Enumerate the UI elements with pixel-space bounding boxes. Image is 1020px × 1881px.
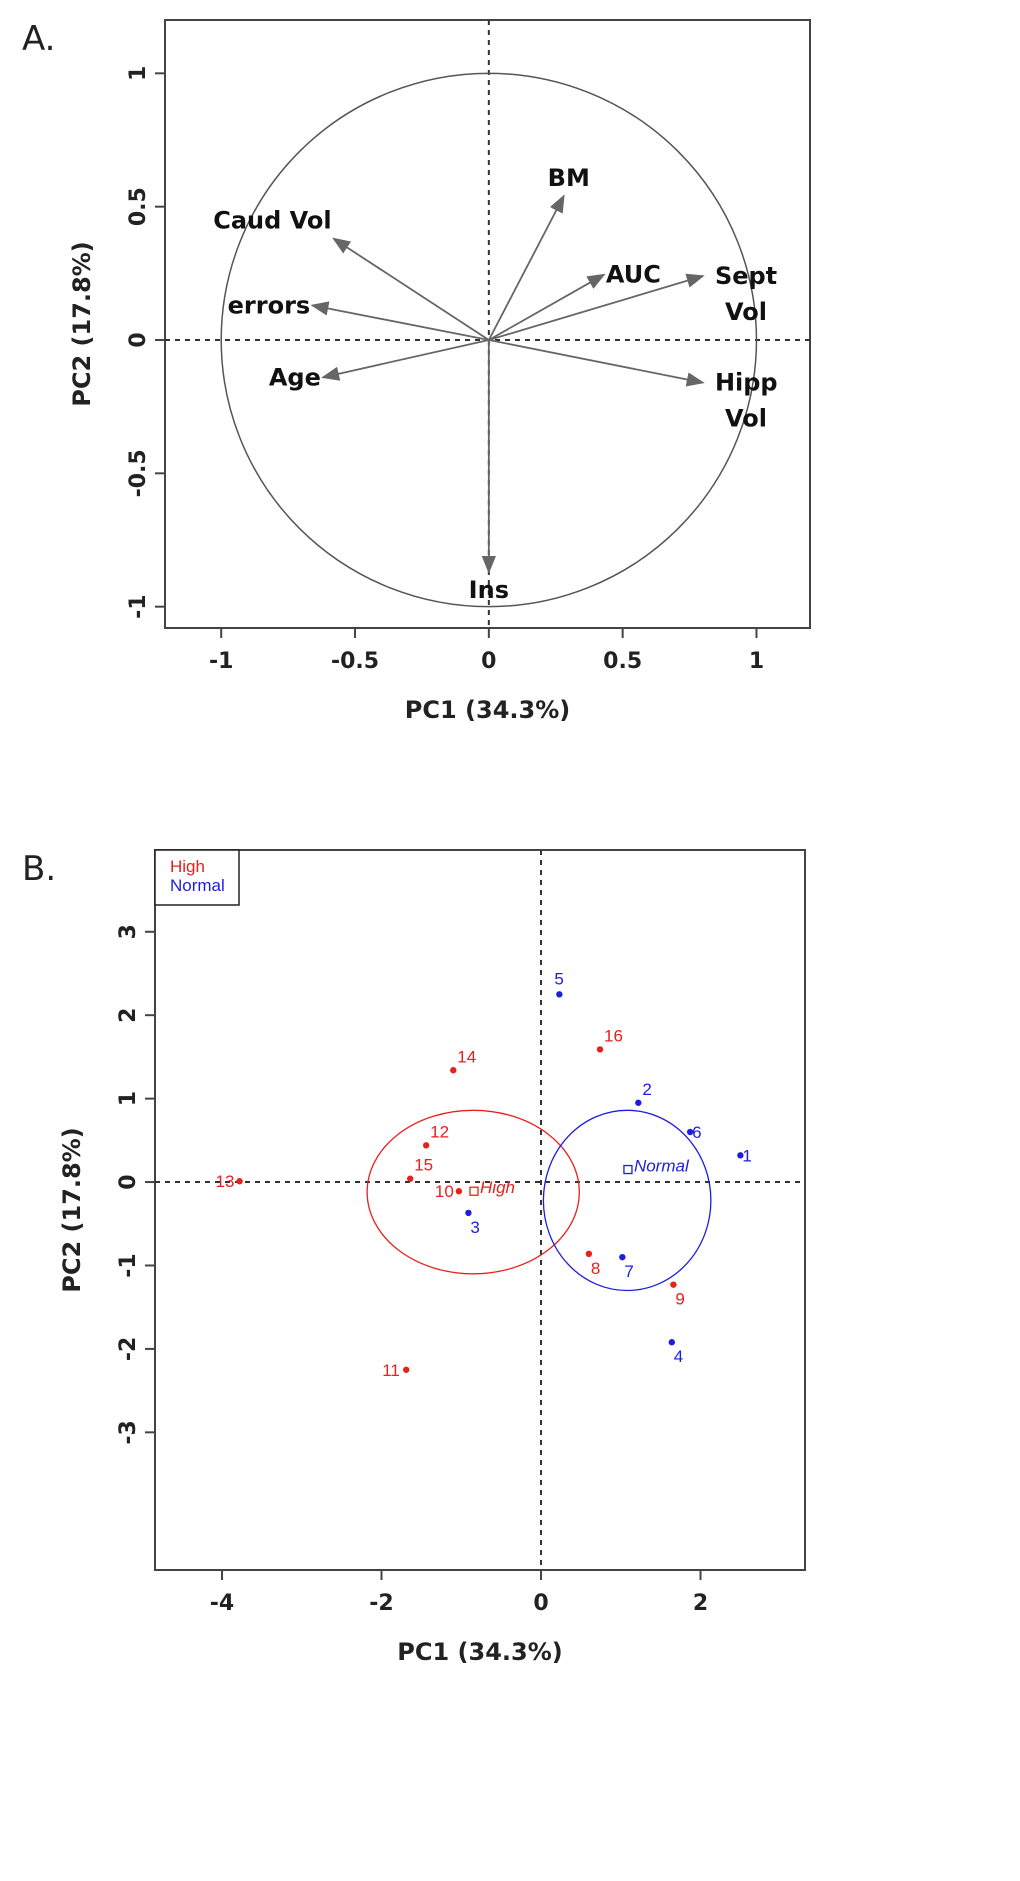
data-point [670, 1281, 677, 1288]
x-axis-label: PC1 (34.3%) [405, 696, 570, 724]
point-label: 4 [674, 1347, 683, 1366]
loading-arrow [310, 301, 490, 341]
y-tick-label: 0 [116, 1174, 141, 1189]
y-tick-label: -0.5 [126, 449, 151, 497]
point-label: 16 [604, 1026, 623, 1045]
x-axis-label: PC1 (34.3%) [397, 1638, 562, 1666]
loading-arrow [321, 339, 490, 381]
data-point [619, 1253, 626, 1261]
point-label: 12 [430, 1122, 449, 1141]
data-point [465, 1209, 472, 1217]
point-label: 6 [692, 1123, 701, 1142]
data-point [450, 1067, 457, 1074]
group-ellipse [366, 1109, 580, 1275]
point-label: 14 [457, 1047, 476, 1066]
data-point [596, 1046, 604, 1053]
point-label: 1 [742, 1146, 751, 1165]
y-tick-label: -2 [116, 1337, 141, 1361]
variable-label: AUC [606, 261, 661, 289]
legend-entry: High [170, 857, 205, 876]
variable-label: Sept [715, 262, 777, 290]
variable-label: Hipp [715, 369, 778, 397]
y-tick-label: -1 [126, 594, 151, 618]
data-point [556, 991, 563, 998]
point-label: 11 [382, 1361, 400, 1380]
data-point [737, 1152, 744, 1159]
point-label: 7 [624, 1262, 633, 1281]
data-point [236, 1178, 243, 1185]
y-tick-label: -1 [116, 1253, 141, 1277]
point-label: 2 [642, 1080, 651, 1099]
loading-arrow [488, 339, 705, 387]
plot-frame [164, 19, 811, 629]
variable-label: Vol [725, 298, 767, 326]
group-ellipse [542, 1109, 712, 1292]
legend-entry: Normal [170, 876, 225, 895]
x-tick-label: -2 [369, 1591, 393, 1616]
y-tick-label: 3 [116, 924, 141, 939]
data-point [635, 1099, 642, 1106]
data-point [407, 1175, 414, 1182]
y-tick-label: 0 [126, 332, 151, 347]
x-tick-label: 0 [481, 649, 496, 674]
point-label: 8 [591, 1259, 600, 1278]
x-tick-label: 2 [693, 1591, 708, 1616]
group-label: High [480, 1178, 515, 1197]
data-point [585, 1250, 593, 1258]
y-tick-label: 1 [116, 1091, 141, 1106]
variable-label: Vol [725, 405, 767, 433]
variable-label: errors [228, 291, 311, 319]
variable-label: Caud Vol [213, 207, 331, 235]
group-centroid [469, 1186, 479, 1196]
y-tick-label: 2 [116, 1008, 141, 1023]
loading-arrow [488, 194, 565, 341]
x-tick-label: 0 [533, 1591, 548, 1616]
variable-label: Age [269, 363, 321, 391]
data-point [686, 1128, 694, 1136]
x-tick-label: 1 [749, 649, 764, 674]
y-axis-label: PC2 (17.8%) [58, 1127, 86, 1292]
group-label: Normal [634, 1157, 690, 1176]
y-tick-label: 0.5 [126, 187, 151, 226]
variable-label: Ins [469, 576, 509, 604]
data-point [403, 1366, 410, 1373]
panel-label: A. [22, 19, 55, 59]
x-tick-label: 0.5 [603, 649, 642, 674]
panel-label: B. [22, 849, 56, 889]
data-point [455, 1188, 463, 1195]
point-label: 5 [554, 969, 563, 988]
point-label: 9 [675, 1290, 684, 1309]
loading-arrow [332, 237, 490, 341]
plot-frame [154, 849, 806, 1571]
point-label: 13 [216, 1172, 235, 1191]
data-point [422, 1142, 430, 1149]
loading-arrow [488, 273, 705, 341]
x-tick-label: -0.5 [331, 649, 379, 674]
y-tick-label: -3 [116, 1420, 141, 1444]
point-label: 3 [470, 1218, 479, 1237]
x-tick-label: -1 [209, 649, 233, 674]
legend-box [154, 849, 240, 906]
variable-label: BM [548, 164, 590, 192]
group-centroid [623, 1164, 633, 1175]
x-tick-label: -4 [210, 1591, 234, 1616]
point-label: 15 [414, 1156, 433, 1175]
y-tick-label: 1 [126, 66, 151, 81]
point-label: 10 [435, 1182, 454, 1201]
unit-circle [220, 72, 758, 608]
y-axis-label: PC2 (17.8%) [68, 241, 96, 406]
loading-arrow [488, 273, 606, 341]
data-point [668, 1339, 676, 1346]
